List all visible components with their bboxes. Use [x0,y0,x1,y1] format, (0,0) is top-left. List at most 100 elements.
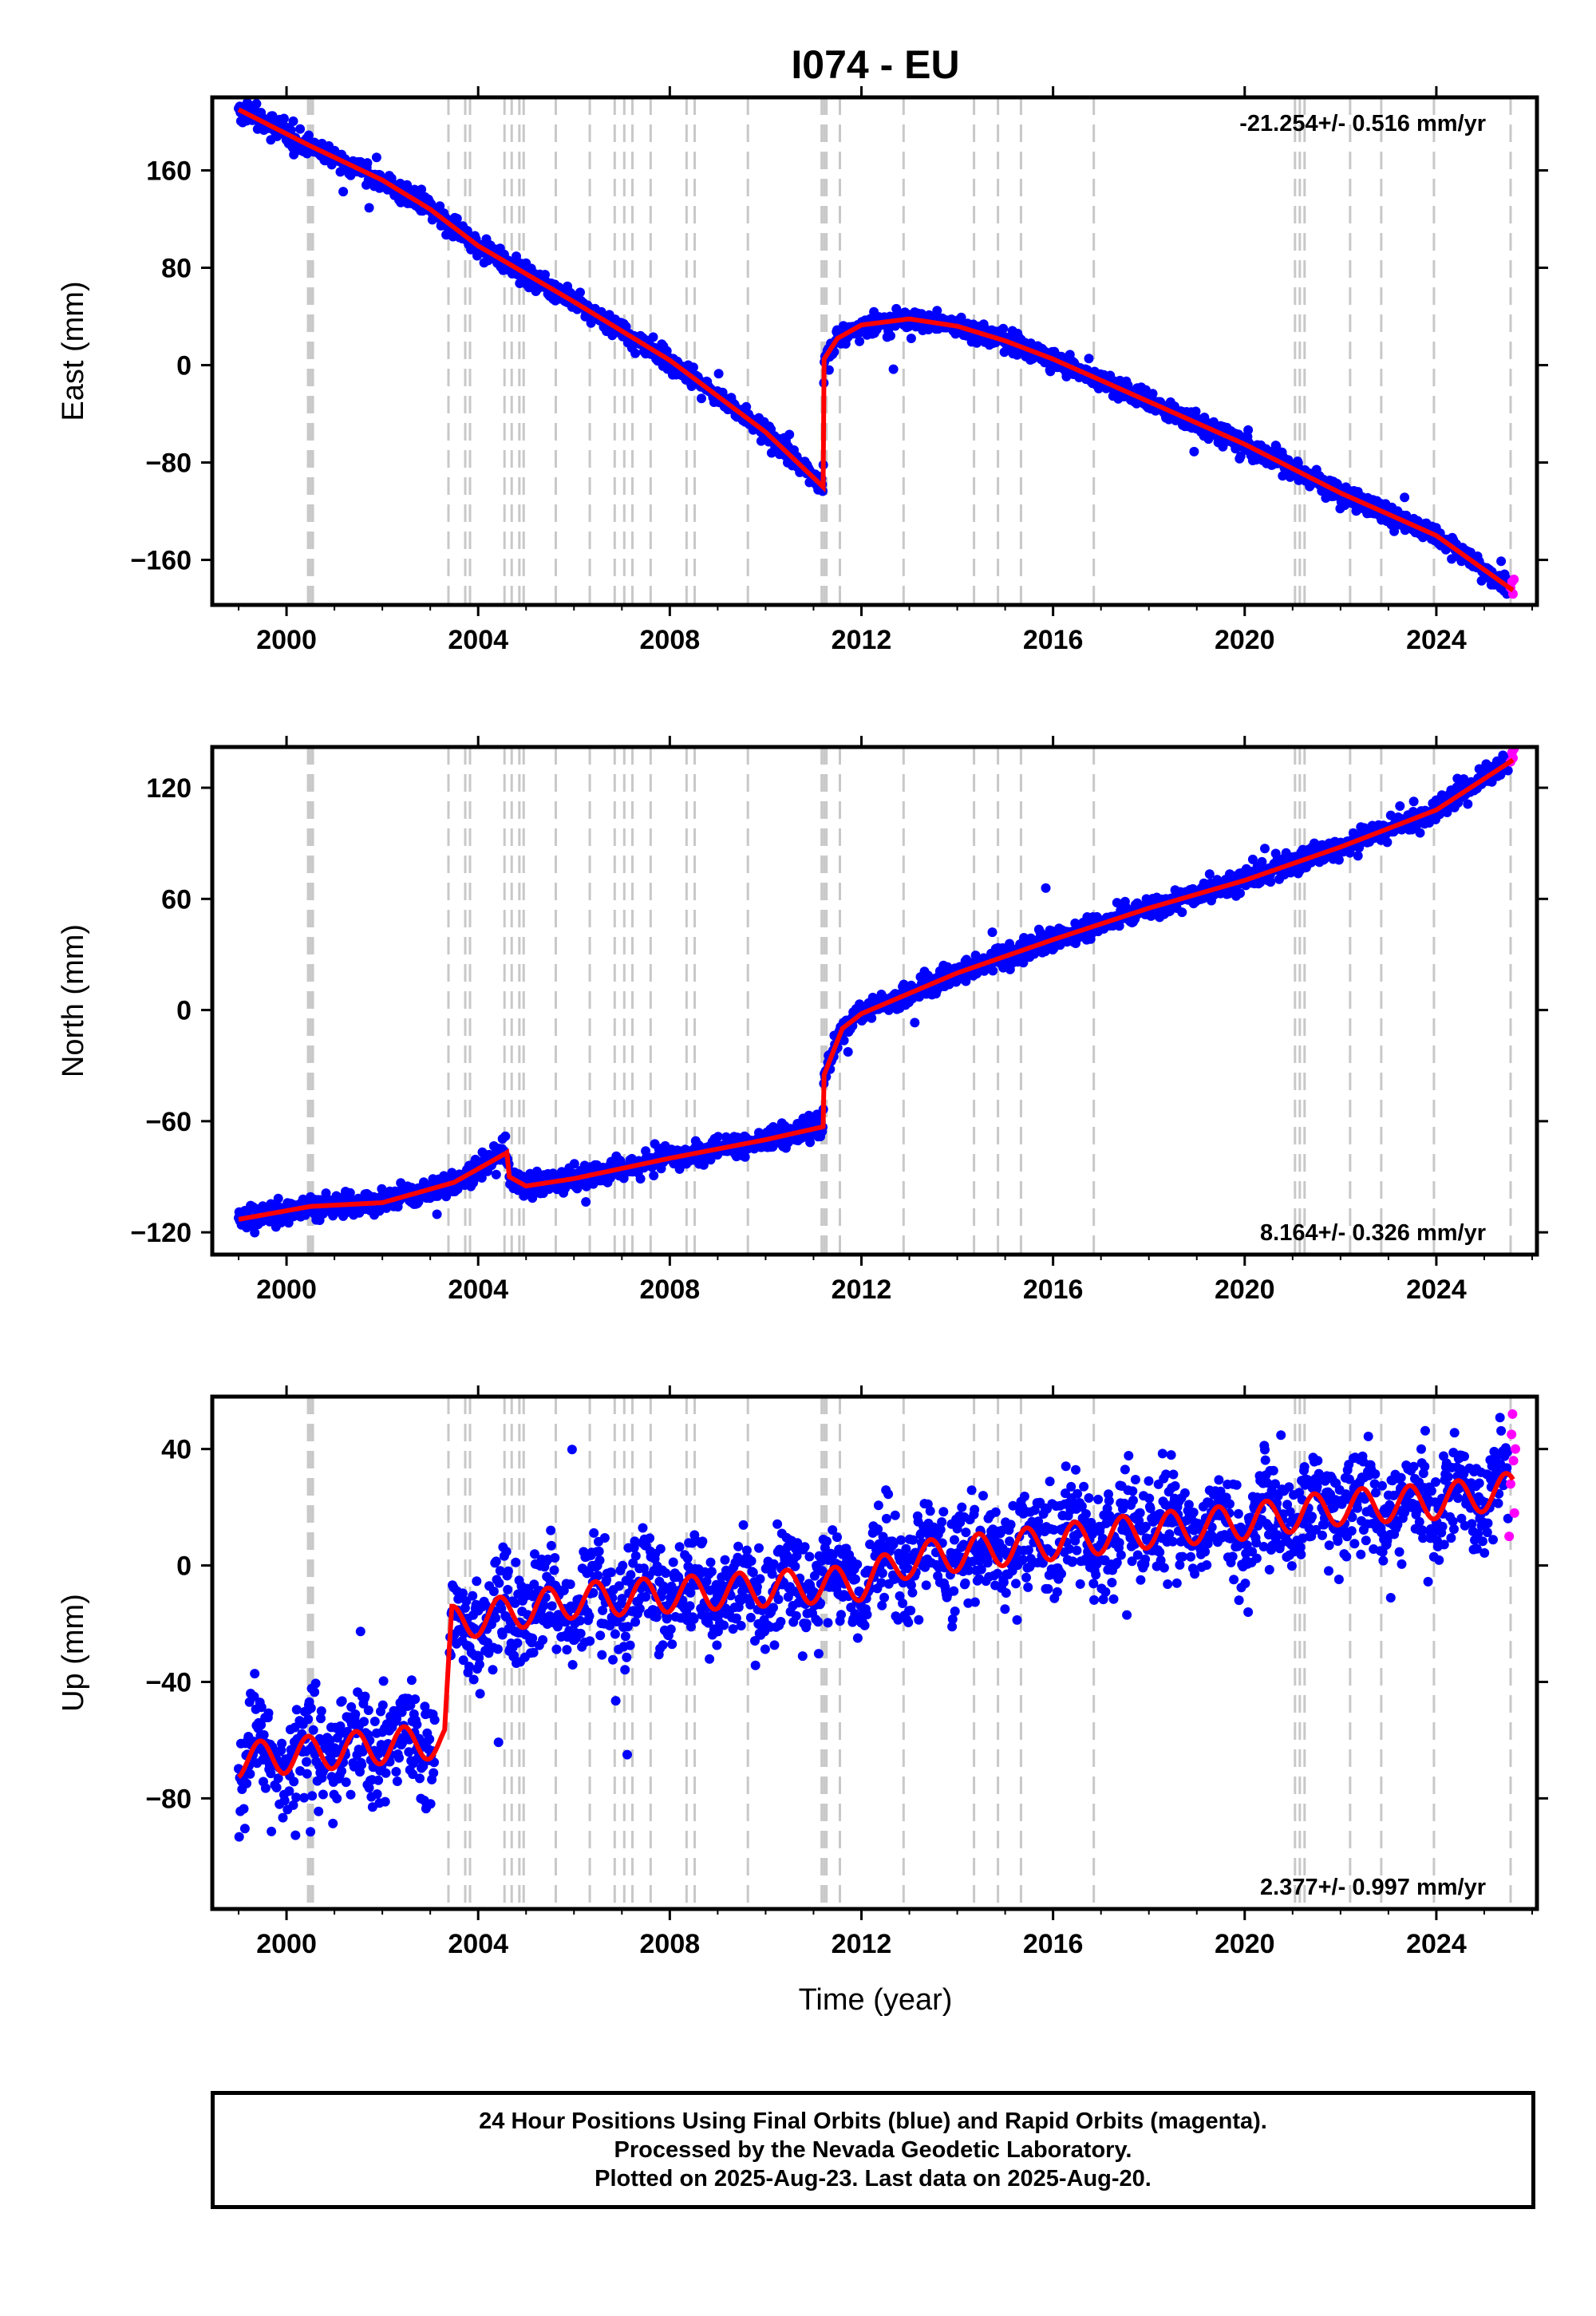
data-point [500,1131,511,1141]
data-point [417,184,427,195]
data-point [289,1777,299,1787]
data-point [355,1626,365,1637]
x-tick-label: 2016 [1023,1275,1084,1305]
data-point [278,1812,288,1823]
data-point [867,1013,877,1023]
data-point [314,1806,324,1816]
data-point [337,1696,347,1706]
data-point [392,1777,402,1786]
y-tick-label: −80 [145,449,192,479]
data-point [1243,425,1254,435]
data-point [251,99,262,109]
data-point [363,1705,373,1715]
x-tick-label: 2024 [1406,625,1467,655]
data-point [364,203,374,213]
data-point [1463,799,1473,809]
data-point [303,1714,314,1725]
figure-title: I074 - EU [791,42,959,87]
data-point [277,1738,287,1749]
y-tick-label: 160 [146,156,192,187]
data-point [886,330,895,341]
data-point [402,180,413,190]
data-point [290,1830,301,1840]
data-point [373,1775,384,1785]
data-point [1235,888,1245,899]
data-point [635,1174,646,1184]
x-tick-label: 2008 [640,625,701,655]
final-orbit-points [234,97,1519,599]
data-point [741,401,752,412]
data-point [245,1769,255,1779]
data-point [316,1706,326,1716]
data-point [998,323,1009,334]
data-point [648,332,658,342]
data-point [299,1792,310,1803]
up-panel: 2000 2004 2008 2012 2016 2020 2024−80−40040Up … [57,1385,1548,1959]
data-point [378,1676,389,1686]
data-point [259,1729,269,1740]
data-point [1353,851,1363,861]
velocity-label: 8.164+/- 0.326 mm/yr [1260,1220,1486,1246]
data-point [406,1675,417,1686]
data-point [345,1188,355,1198]
x-tick-label: 2000 [256,1275,317,1305]
data-point [321,1188,331,1199]
data-point [1177,907,1187,918]
data-point [377,1700,388,1710]
data-point [641,1146,651,1156]
data-point [410,1694,421,1705]
data-point [338,187,349,197]
data-point [306,1827,316,1837]
data-point [824,365,834,375]
data-point [630,348,641,358]
data-point [318,1789,328,1800]
data-point [332,1793,342,1804]
y-tick-label: 120 [146,773,192,804]
data-point [303,130,314,140]
model-line [237,107,1515,593]
data-point [1400,492,1410,503]
data-point [1235,451,1246,461]
data-point [649,1171,659,1180]
data-point [1018,958,1029,968]
north-panel: 2000 2004 2008 2012 2016 2020 2024−120−6006012… [57,736,1548,1305]
model-line [238,757,1515,1222]
data-point [575,287,585,298]
data-point [432,1209,442,1219]
data-point [291,1705,302,1715]
x-tick-label: 2016 [1023,625,1084,655]
data-point [713,1132,723,1142]
data-point [740,1152,750,1162]
data-point [784,429,795,440]
data-point [359,1717,369,1727]
data-point [307,1791,318,1801]
data-point [263,1708,274,1718]
data-point [267,1826,277,1836]
x-tick-label: 2012 [832,625,892,655]
data-point [540,270,550,280]
y-tick-label: −160 [130,546,192,576]
y-axis-label: North (mm) [57,924,90,1077]
data-point [295,124,306,134]
data-point [569,1159,579,1169]
data-point [273,1193,283,1203]
y-tick-label: 60 [161,884,192,915]
data-point [1084,354,1094,364]
data-point [412,1719,422,1729]
data-point [380,1796,390,1807]
data-point [369,1717,380,1726]
data-point [372,1789,382,1799]
data-point [713,369,724,379]
data-point [360,1691,370,1701]
x-tick-label: 2012 [832,1275,892,1305]
data-point [371,152,381,163]
data-point [362,158,373,168]
y-tick-label: 0 [176,996,192,1026]
rapid-point [1507,589,1518,599]
data-point [239,1804,249,1814]
plot-frame [210,95,1539,607]
data-point [381,1768,391,1778]
y-axis-label: East (mm) [57,281,90,421]
x-tick-label: 2020 [1215,1275,1275,1305]
data-point [308,1725,318,1735]
